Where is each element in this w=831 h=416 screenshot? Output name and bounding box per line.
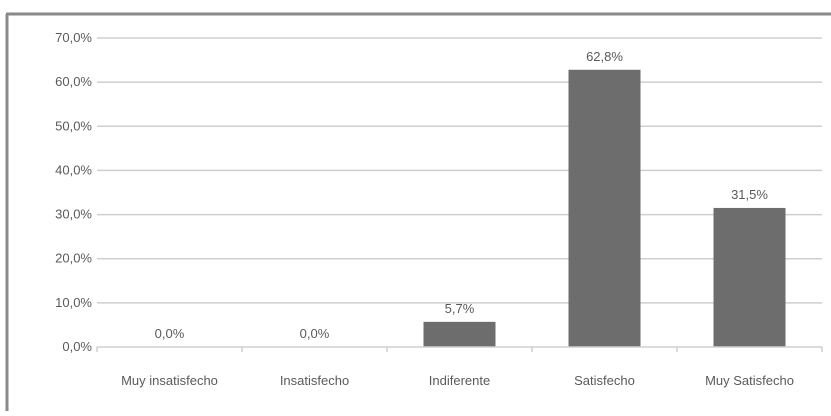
- y-tick-label: 10,0%: [55, 295, 92, 310]
- data-label: 62,8%: [586, 49, 623, 64]
- data-label: 5,7%: [445, 301, 475, 316]
- y-tick-label: 70,0%: [55, 30, 92, 45]
- y-tick-label: 20,0%: [55, 251, 92, 266]
- y-tick-label: 50,0%: [55, 118, 92, 133]
- data-labels: 0,0% 0,0% 5,7% 62,8% 31,5%: [155, 49, 769, 341]
- x-axis-tick-labels: Muy insatisfecho Insatisfecho Indiferente S…: [121, 373, 794, 388]
- bar-satisfecho: [568, 69, 641, 347]
- bar-indiferente: [423, 321, 496, 347]
- data-label: 0,0%: [155, 326, 185, 341]
- data-label: 31,5%: [731, 187, 768, 202]
- x-tick-label: Satisfecho: [574, 373, 635, 388]
- x-tick-label: Muy Satisfecho: [705, 373, 794, 388]
- y-tick-label: 60,0%: [55, 74, 92, 89]
- gridlines: [96, 37, 823, 352]
- bar-muy-satisfecho: [713, 207, 786, 347]
- y-axis-tick-labels: 0,0% 10,0% 20,0% 30,0% 40,0% 50,0% 60,0% 70,0%: [55, 30, 92, 354]
- x-tick-label: Muy insatisfecho: [121, 373, 218, 388]
- bars: [423, 69, 786, 347]
- data-label: 0,0%: [300, 326, 330, 341]
- y-tick-label: 30,0%: [55, 207, 92, 222]
- x-tick-label: Indiferente: [429, 373, 490, 388]
- y-tick-label: 0,0%: [62, 339, 92, 354]
- x-tick-label: Insatisfecho: [280, 373, 349, 388]
- y-tick-label: 40,0%: [55, 162, 92, 177]
